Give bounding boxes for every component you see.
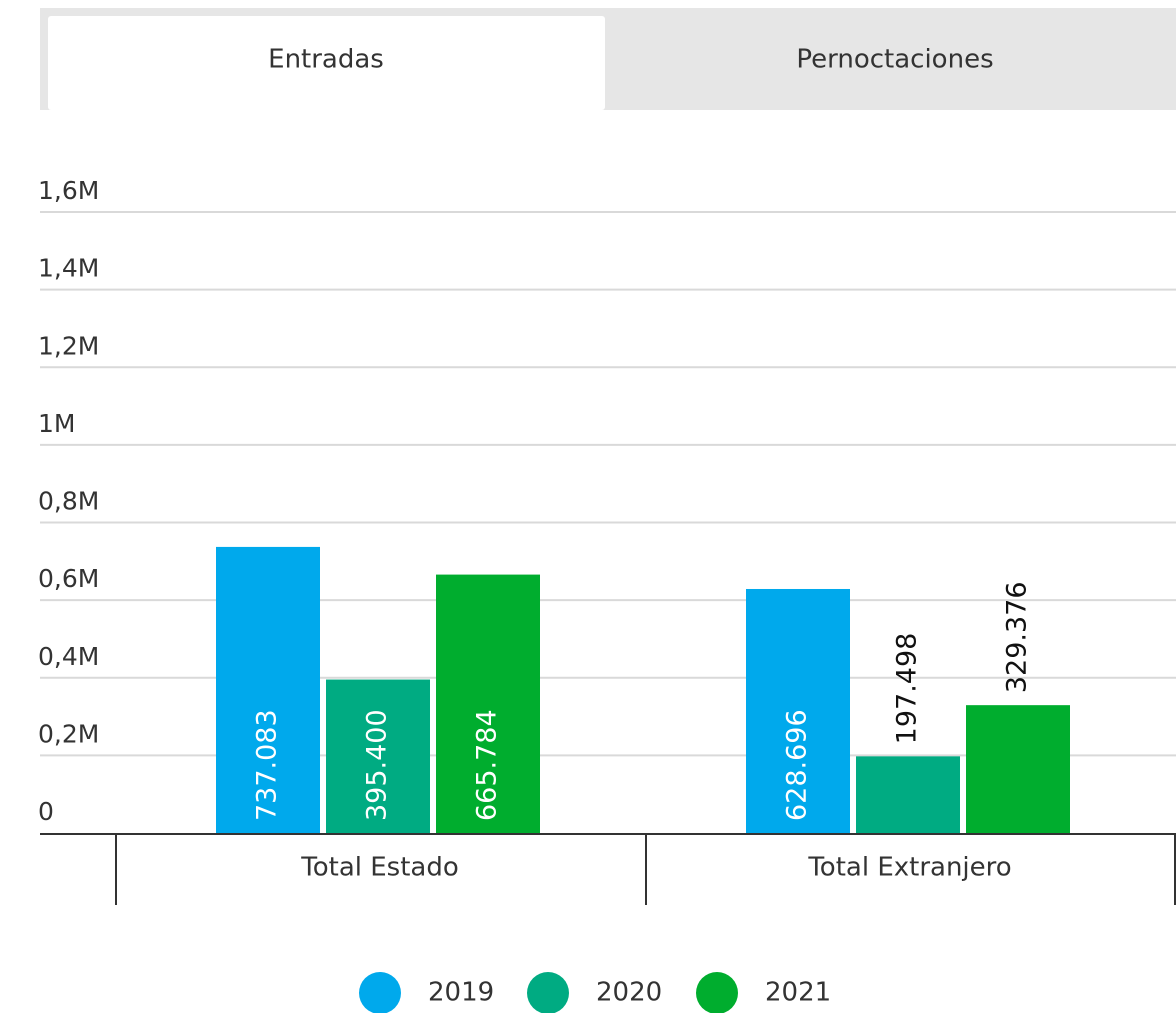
bar — [436, 574, 540, 833]
tab[interactable]: Pernoctaciones — [796, 45, 993, 75]
legend-label: 2021 — [765, 978, 831, 1008]
legend-swatch — [359, 972, 401, 1014]
value-label: 665.784 — [472, 709, 503, 821]
y-tick-label: 0,8M — [38, 487, 99, 516]
x-tick-label: Total Estado — [300, 853, 459, 883]
tab[interactable]: Entradas — [268, 45, 384, 75]
y-tick-label: 1,4M — [38, 254, 99, 283]
bar — [216, 546, 320, 833]
value-label: 329.376 — [1002, 582, 1033, 694]
value-label: 197.498 — [892, 633, 923, 745]
bar — [856, 756, 960, 833]
legend-swatch — [696, 972, 738, 1014]
y-tick-label: 0 — [38, 797, 54, 826]
legend-label: 2019 — [428, 978, 494, 1008]
value-label: 395.400 — [362, 709, 393, 821]
y-tick-label: 0,4M — [38, 642, 99, 671]
value-label: 628.696 — [782, 709, 813, 821]
y-tick-label: 0,6M — [38, 564, 99, 593]
x-tick-label: Total Extranjero — [807, 853, 1011, 883]
legend-label: 2020 — [596, 978, 662, 1008]
tab-active[interactable] — [48, 16, 605, 110]
bar — [966, 705, 1070, 833]
y-tick-label: 1,6M — [38, 176, 99, 205]
value-label: 737.083 — [252, 709, 283, 821]
bar — [746, 588, 850, 833]
y-tick-label: 1M — [38, 409, 75, 438]
y-tick-label: 1,2M — [38, 331, 99, 360]
y-tick-label: 0,2M — [38, 719, 99, 748]
bar — [326, 679, 430, 833]
legend-swatch — [527, 972, 569, 1014]
